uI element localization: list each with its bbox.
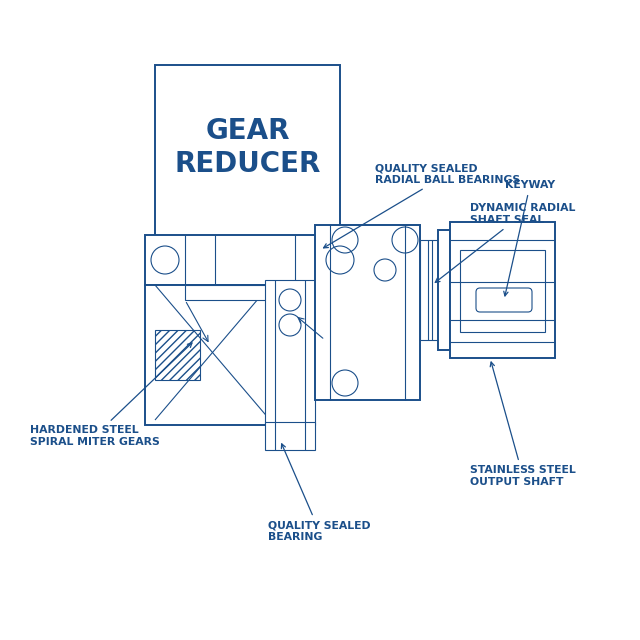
Bar [438,230,450,350]
Text: STAINLESS STEEL
OUTPUT SHAFT: STAINLESS STEEL OUTPUT SHAFT [470,362,576,486]
Text: QUALITY SEALED
RADIAL BALL BEARINGS: QUALITY SEALED RADIAL BALL BEARINGS [324,163,520,248]
Bar [420,240,438,340]
Text: GEAR
REDUCER: GEAR REDUCER [174,117,321,178]
Text: QUALITY SEALED
BEARING: QUALITY SEALED BEARING [268,444,371,541]
Text: DYNAMIC RADIAL
SHAFT SEAL: DYNAMIC RADIAL SHAFT SEAL [435,204,575,282]
Bar [155,65,340,240]
Bar [265,280,315,425]
Polygon shape [145,285,360,425]
Bar [265,422,315,450]
Bar [460,250,545,332]
FancyBboxPatch shape [476,288,532,312]
Bar [450,222,555,358]
Text: HARDENED STEEL
SPIRAL MITER GEARS: HARDENED STEEL SPIRAL MITER GEARS [30,343,192,447]
Bar [145,235,360,285]
Bar [315,225,420,400]
Bar [185,285,290,300]
Text: KEYWAY: KEYWAY [504,180,555,296]
